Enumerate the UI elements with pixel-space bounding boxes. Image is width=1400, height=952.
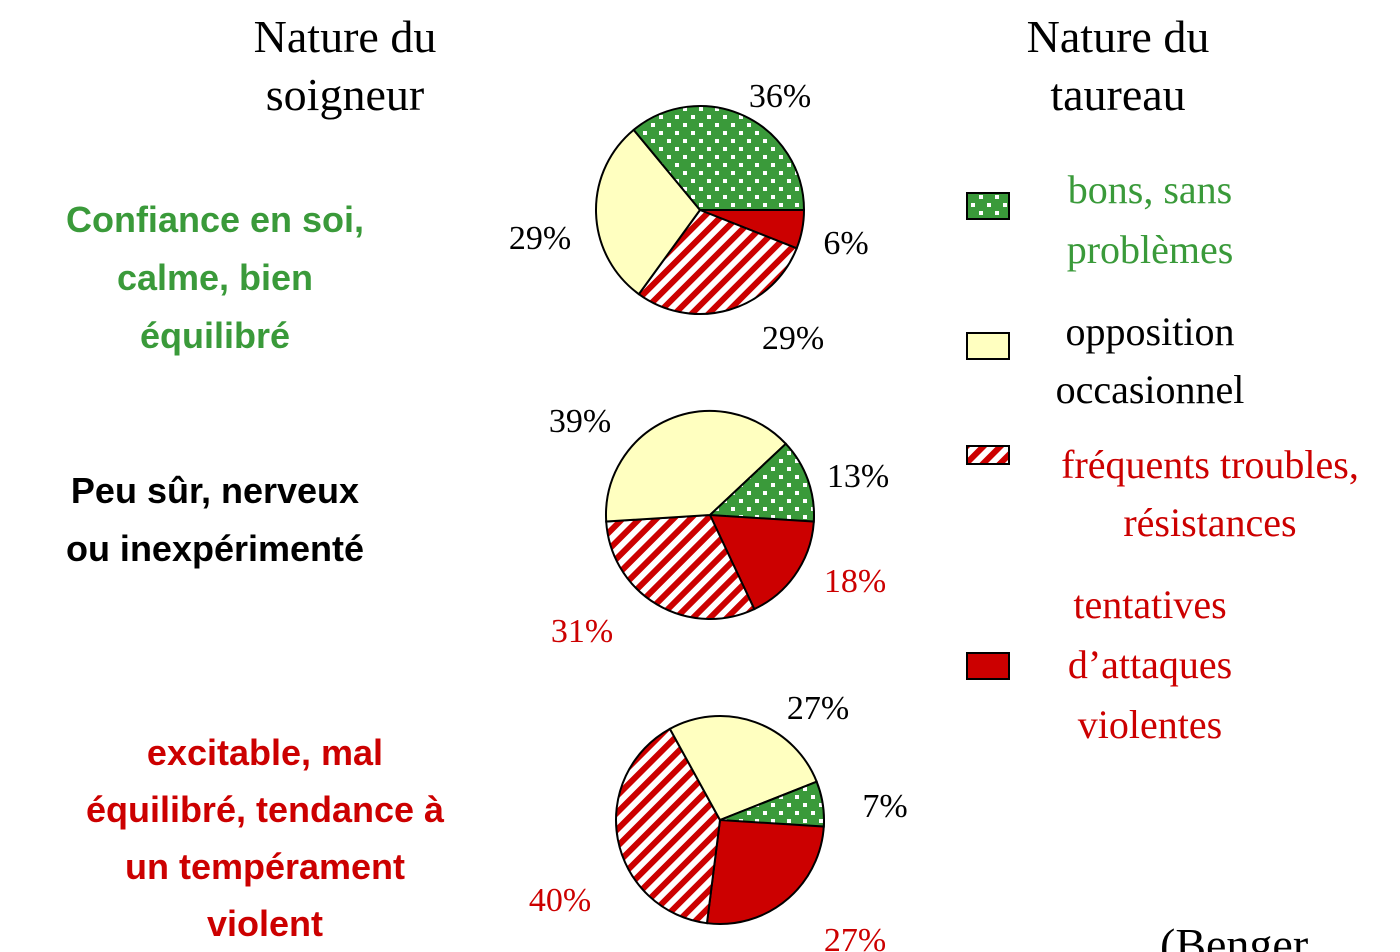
header-left: Nature du <box>254 11 437 62</box>
header-right: taureau <box>1050 69 1185 120</box>
value-label: 18% <box>824 563 886 600</box>
pie-slice <box>632 105 806 211</box>
legend-label: occasionnel <box>1056 367 1245 412</box>
value-label: 27% <box>824 922 886 952</box>
header-right: Nature du <box>1027 11 1210 62</box>
legend-label: violentes <box>1078 702 1222 747</box>
pie-slice <box>605 410 788 523</box>
legend-label: opposition <box>1066 309 1235 354</box>
legend-swatch <box>966 192 1010 220</box>
pie-slice <box>705 819 826 925</box>
legend-label: fréquents troubles, <box>1061 442 1359 487</box>
legend-label: bons, sans <box>1068 167 1232 212</box>
value-label: 39% <box>549 403 611 440</box>
pie-slice <box>668 715 818 822</box>
pie-slice <box>605 513 756 620</box>
value-label: 29% <box>509 220 571 257</box>
row-label: Peu sûr, nerveux <box>71 470 359 511</box>
value-label: 13% <box>827 458 889 495</box>
row-label: violent <box>207 903 323 944</box>
value-label: 6% <box>823 225 868 262</box>
citation: (Benger <box>1160 919 1308 952</box>
row-label: Confiance en soi, <box>66 199 364 240</box>
pie-slice <box>615 727 722 925</box>
value-label: 36% <box>749 78 811 115</box>
value-label: 7% <box>862 788 907 825</box>
value-label: 27% <box>787 690 849 727</box>
legend-swatch <box>966 332 1010 360</box>
row-label: ou inexpérimenté <box>66 528 364 569</box>
value-label: 31% <box>551 613 613 650</box>
row-label: excitable, mal <box>147 732 383 773</box>
legend-label: résistances <box>1123 500 1296 545</box>
row-label: un tempérament <box>125 846 405 887</box>
legend-label: tentatives <box>1073 582 1226 627</box>
row-label: équilibré <box>140 315 290 356</box>
value-label: 40% <box>529 882 591 919</box>
pie-slice <box>637 208 798 315</box>
pie-slice <box>719 780 825 828</box>
pie-slice <box>708 514 816 611</box>
row-label: calme, bien <box>117 257 313 298</box>
row-label: équilibré, tendance à <box>86 789 445 830</box>
legend-swatch <box>966 652 1010 680</box>
legend-label: problèmes <box>1067 227 1234 272</box>
value-label: 29% <box>762 320 824 357</box>
header-left: soigneur <box>266 69 424 120</box>
pie-slice <box>707 442 815 523</box>
legend-swatch <box>966 445 1010 465</box>
legend-label: d’attaques <box>1068 642 1232 687</box>
pie-slice <box>595 128 702 296</box>
